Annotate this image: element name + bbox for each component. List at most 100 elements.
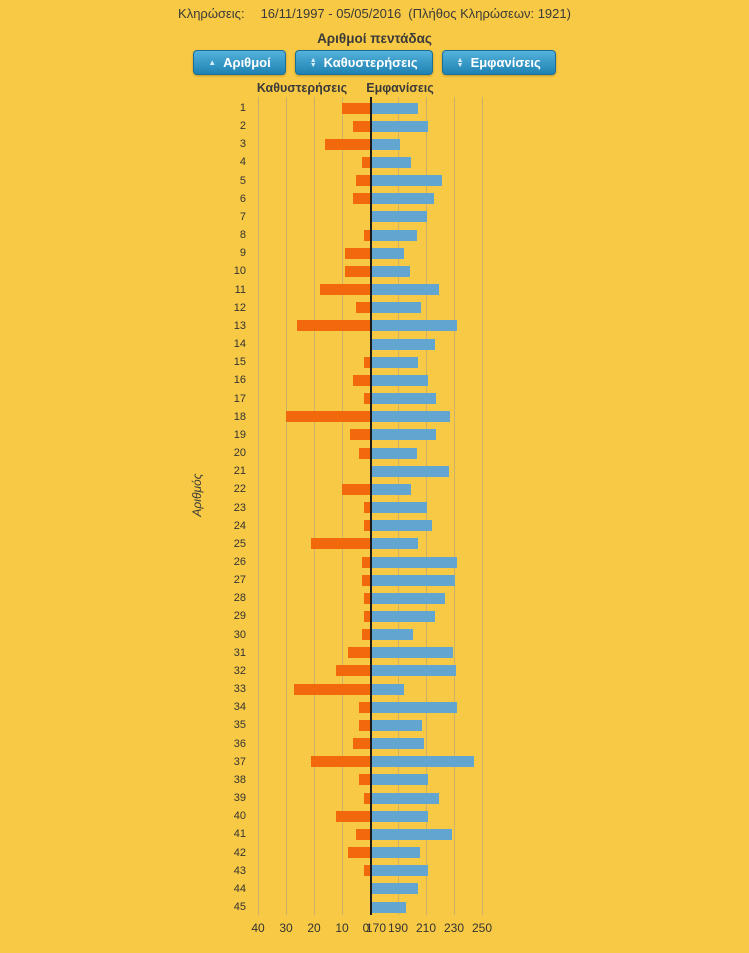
- appearances-bar: [372, 156, 412, 168]
- delay-bar: [294, 683, 370, 695]
- delay-bar: [364, 610, 370, 622]
- appearances-bar: [372, 592, 445, 604]
- draws-count: (Πλήθος Κληρώσεων: 1921): [408, 6, 571, 21]
- delay-bar: [344, 265, 370, 277]
- appearances-bar: [372, 483, 412, 495]
- appearances-bar: [372, 247, 405, 259]
- row-label: 19: [233, 428, 246, 441]
- y-axis-label: Αριθμός: [190, 473, 204, 517]
- gridline: [482, 97, 483, 915]
- delay-bar: [286, 411, 370, 423]
- row-label: 25: [233, 537, 246, 550]
- row-label: 28: [233, 592, 246, 605]
- row-label: 44: [233, 882, 246, 895]
- row-label: 1: [239, 102, 246, 114]
- x-tick-label: 230: [443, 921, 465, 935]
- delay-bar: [358, 701, 370, 713]
- gridline: [454, 97, 455, 915]
- appearances-bar: [372, 738, 424, 750]
- appearances-bar: [372, 520, 433, 532]
- sort-by-number-label: Αριθμοί: [223, 55, 271, 70]
- row-label: 37: [233, 755, 246, 768]
- delay-bar: [347, 847, 370, 859]
- row-label: 36: [233, 737, 246, 750]
- delay-bar: [336, 665, 370, 677]
- row-label: 8: [239, 229, 246, 242]
- chart-title: Αριθμοί πεντάδας: [317, 31, 432, 46]
- appearances-bar: [372, 229, 417, 241]
- appearances-bar: [372, 302, 421, 314]
- appearances-bar: [372, 683, 405, 695]
- appearances-bar: [372, 810, 428, 822]
- row-label: 27: [233, 574, 246, 587]
- draws-range: 16/11/1997 - 05/05/2016: [260, 6, 402, 21]
- row-label: 5: [239, 174, 246, 187]
- delay-bar: [361, 556, 370, 568]
- appearances-bar: [372, 265, 410, 277]
- delay-bar: [311, 538, 370, 550]
- row-label: 16: [233, 374, 246, 387]
- x-tick-label: 170: [365, 921, 387, 935]
- sort-by-delays-button[interactable]: ▲ ▼ Καθυστερήσεις: [294, 50, 433, 75]
- appearances-bar: [372, 629, 413, 641]
- appearances-bar: [372, 865, 428, 877]
- draws-info: Κληρώσεις: 16/11/1997 - 05/05/2016 (Πλήθος…: [0, 6, 749, 21]
- gridline: [286, 97, 287, 915]
- delay-bar: [325, 138, 370, 150]
- row-label: 45: [233, 901, 246, 914]
- delay-bar: [353, 120, 370, 132]
- appearances-bar: [372, 647, 454, 659]
- row-label: 41: [233, 828, 246, 841]
- row-label: 23: [233, 501, 246, 514]
- row-label: 34: [233, 701, 246, 714]
- delay-bar: [297, 320, 370, 332]
- delay-bar: [358, 774, 370, 786]
- delay-bar: [350, 429, 370, 441]
- delay-bar: [353, 738, 370, 750]
- delay-bar: [364, 393, 370, 405]
- delay-bar: [361, 574, 370, 586]
- appearances-bar: [372, 792, 440, 804]
- column-header-delays: Καθυστερήσεις: [256, 81, 348, 95]
- delay-bar: [358, 447, 370, 459]
- row-label: 15: [233, 356, 246, 369]
- delay-bar: [353, 374, 370, 386]
- row-label: 6: [239, 192, 246, 205]
- delay-bar: [342, 483, 370, 495]
- x-tick-label: 0: [362, 921, 370, 935]
- appearances-bar: [372, 502, 427, 514]
- sort-asc-triangle-icon: ▲: [208, 57, 217, 67]
- row-label: 14: [233, 338, 246, 351]
- x-tick-label: 10: [335, 921, 349, 935]
- delay-bar: [364, 502, 370, 514]
- appearances-bar: [372, 138, 400, 150]
- appearances-bar: [372, 320, 458, 332]
- sort-buttons: ▲ Αριθμοί ▲ ▼ Καθυστερήσεις ▲ ▼ Εμφανίσεις: [0, 50, 749, 75]
- row-label: 4: [239, 156, 246, 169]
- gridline: [342, 97, 343, 915]
- delay-bar: [361, 156, 370, 168]
- sort-by-number-button[interactable]: ▲ Αριθμοί: [193, 50, 286, 75]
- row-label: 12: [233, 301, 246, 314]
- delay-bar: [356, 175, 370, 187]
- row-label: 29: [233, 610, 246, 623]
- row-label: 13: [233, 319, 246, 332]
- sort-by-appearances-button[interactable]: ▲ ▼ Εμφανίσεις: [441, 50, 556, 75]
- row-label: 39: [233, 792, 246, 805]
- delay-bar: [347, 647, 370, 659]
- delay-bar: [342, 102, 370, 114]
- delay-bar: [356, 302, 370, 314]
- appearances-bar: [372, 828, 452, 840]
- x-tick-label: 210: [415, 921, 437, 935]
- row-label: 35: [233, 719, 246, 732]
- gridline: [314, 97, 315, 915]
- row-label: 31: [233, 646, 246, 659]
- appearances-bar: [372, 175, 442, 187]
- appearances-bar: [372, 120, 428, 132]
- x-tick-label: 250: [471, 921, 493, 935]
- x-tick-label: 40: [251, 921, 265, 935]
- row-label: 2: [239, 120, 246, 133]
- row-label: 40: [233, 810, 246, 823]
- row-label: 30: [233, 628, 246, 641]
- delay-bar: [361, 629, 370, 641]
